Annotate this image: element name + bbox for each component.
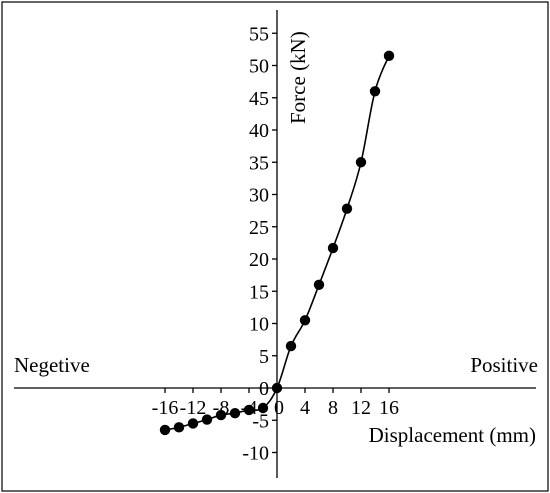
x-tick-label: -12	[180, 397, 207, 419]
y-tick-label: 20	[249, 249, 269, 271]
y-tick-label: -5	[252, 410, 269, 432]
tick-labels: -16-12-8-40481216-10-5051015202530354045…	[152, 23, 399, 464]
y-tick-label: -10	[242, 443, 269, 465]
x-tick-label: 8	[328, 397, 338, 419]
y-axis-label: Force (kN)	[286, 31, 310, 124]
data-point	[313, 279, 325, 290]
data-point	[173, 422, 185, 433]
x-tick-label: 12	[351, 397, 371, 419]
y-tick-label: 15	[249, 281, 269, 303]
data-point	[355, 157, 367, 168]
y-tick-label: 40	[249, 120, 269, 142]
x-axis-label: Displacement (mm)	[369, 423, 536, 447]
negative-annotation: Negetive	[14, 353, 90, 377]
y-tick-label: 0	[259, 378, 269, 400]
y-tick-label: 25	[249, 217, 269, 239]
data-point	[285, 340, 297, 352]
data-point	[215, 409, 227, 421]
data-point	[243, 404, 255, 416]
data-point	[187, 418, 199, 429]
data-point	[327, 242, 339, 254]
y-tick-label: 10	[249, 314, 269, 336]
data-point	[159, 424, 171, 436]
data-point	[229, 407, 241, 419]
data-point	[271, 382, 283, 394]
data-point	[369, 86, 381, 97]
data-point	[383, 50, 395, 62]
x-tick-label: 4	[300, 397, 310, 419]
data-point	[201, 414, 213, 425]
y-tick-label: 55	[249, 23, 269, 45]
y-tick-label: 35	[249, 152, 269, 174]
positive-annotation: Positive	[470, 353, 538, 377]
y-tick-label: 50	[249, 56, 269, 78]
chart-labels: Force (kN) Displacement (mm) Negetive Po…	[14, 31, 538, 447]
data-point	[341, 203, 353, 214]
data-point	[257, 402, 269, 414]
y-tick-label: 30	[249, 185, 269, 207]
data-series	[159, 50, 395, 436]
x-tick-label: 16	[379, 397, 399, 419]
x-tick-label: 0	[274, 397, 284, 419]
y-tick-label: 45	[249, 88, 269, 110]
data-point	[299, 315, 311, 326]
x-tick-label: -16	[152, 397, 179, 419]
y-tick-label: 5	[259, 346, 269, 368]
